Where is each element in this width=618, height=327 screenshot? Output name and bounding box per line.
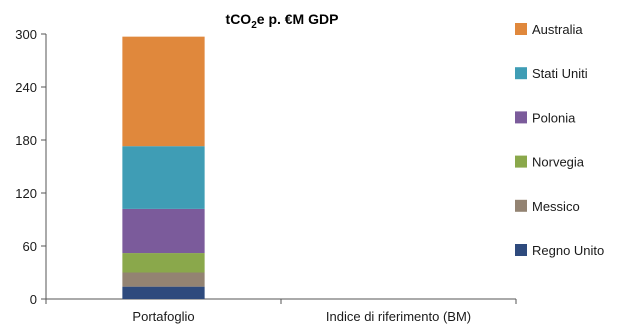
legend-label: Messico (532, 199, 580, 214)
legend: Australia Stati Uniti Polonia Norvegia Messi… (515, 22, 604, 258)
chart-title-subscript: 2 (251, 20, 257, 31)
chart-title-post: e p. €M GDP (257, 11, 339, 27)
bar-segment-australia (122, 36, 205, 147)
y-tick-label: 0 (30, 292, 37, 307)
bar-segment-regno-unito (122, 286, 205, 299)
legend-swatch (515, 67, 527, 80)
legend-label: Norvegia (532, 155, 585, 170)
y-tick-label: 240 (15, 80, 37, 95)
legend-label: Australia (532, 22, 583, 37)
x-tick-label: Indice di riferimento (BM) (326, 309, 471, 324)
legend-swatch (515, 111, 527, 124)
legend-swatch (515, 155, 527, 168)
legend-swatch (515, 199, 527, 212)
legend-swatch (515, 244, 527, 256)
bar-segment-stati-uniti (122, 146, 205, 209)
y-tick-label: 120 (15, 186, 37, 201)
legend-swatch (515, 23, 527, 35)
chart-title-pre: tCO (226, 11, 252, 27)
legend-label: Stati Uniti (532, 66, 588, 81)
y-tick-label: 60 (23, 239, 37, 254)
x-axis: Portafoglio Indice di riferimento (BM) (45, 298, 517, 324)
chart-title: tCO2e p. €M GDP (226, 11, 339, 31)
bar-segment-messico (122, 272, 205, 287)
bar-segment-norvegia (122, 253, 205, 273)
y-tick-label: 300 (15, 27, 37, 42)
legend-label: Regno Unito (532, 243, 604, 258)
y-tick-label: 180 (15, 133, 37, 148)
legend-label: Polonia (532, 110, 576, 125)
y-axis: 0 60 120 180 240 300 (15, 27, 47, 307)
bars (122, 36, 205, 299)
x-tick-label: Portafoglio (132, 309, 194, 324)
bar-segment-polonia (122, 208, 205, 254)
